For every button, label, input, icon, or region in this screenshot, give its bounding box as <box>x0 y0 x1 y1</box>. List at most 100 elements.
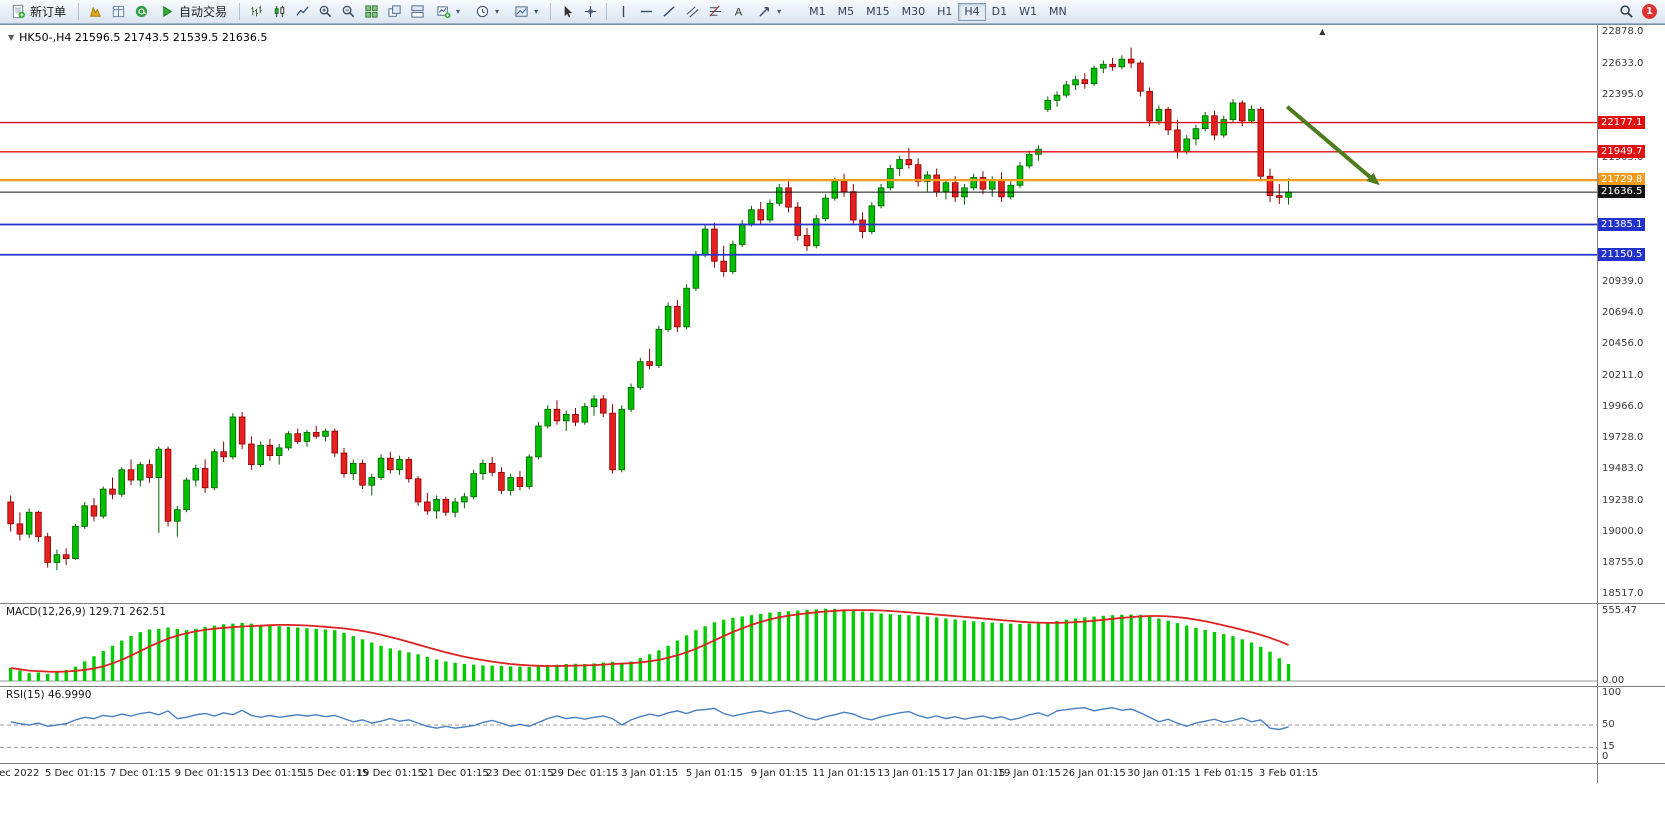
one-click-trading-caret[interactable]: ▼ <box>8 33 15 42</box>
macd-bar <box>268 625 272 681</box>
price-axis[interactable]: 22878.022633.022395.021905.020939.020694… <box>1597 25 1665 783</box>
profiles-button[interactable] <box>84 2 106 22</box>
new-chart-dropdown[interactable]: ▾ <box>429 2 467 22</box>
toolbar-separator <box>550 3 552 20</box>
timeframe-w1[interactable]: W1 <box>1013 3 1043 21</box>
candle <box>1146 90 1153 122</box>
macd-bar <box>388 648 393 681</box>
timeframe-group: M1 M5 M15 M30 H1 H4 D1 W1 MN <box>803 2 1073 21</box>
channel-tool[interactable] <box>681 2 703 22</box>
candle <box>377 457 385 478</box>
candle <box>479 462 487 475</box>
macd-bar <box>1166 620 1170 681</box>
candle <box>1053 94 1061 101</box>
candle <box>99 488 107 517</box>
zoom-in-icon <box>318 4 333 19</box>
timeframe-m15[interactable]: M15 <box>860 3 896 21</box>
arrange-windows-button[interactable] <box>406 2 428 22</box>
candle <box>1090 67 1098 84</box>
horizontal-line-tool[interactable] <box>635 2 657 22</box>
arrows-dropdown[interactable]: ▾ <box>750 2 788 22</box>
text-tool[interactable]: A <box>727 2 749 22</box>
chart-shift-marker[interactable]: ▲ <box>1319 27 1326 36</box>
candlestick-chart <box>0 47 1597 571</box>
candle <box>368 477 376 486</box>
trend-arrow[interactable] <box>1285 105 1375 182</box>
candle <box>692 254 700 289</box>
cursor-button[interactable] <box>556 2 578 22</box>
candlestick-chart-button[interactable] <box>268 2 290 22</box>
candle <box>1238 102 1246 122</box>
macd-bar <box>518 666 522 681</box>
bar-chart-button[interactable] <box>245 2 267 22</box>
timeframe-m30[interactable]: M30 <box>896 3 932 21</box>
macd-bar <box>675 640 680 681</box>
data-window-button[interactable] <box>107 2 129 22</box>
candle <box>192 468 200 481</box>
macd-bar <box>601 662 605 681</box>
candle <box>303 432 311 442</box>
zoom-in-button[interactable] <box>314 2 336 22</box>
candle <box>942 182 950 193</box>
macd-bar <box>1157 618 1161 681</box>
crosshair-button[interactable] <box>579 2 601 22</box>
timeframe-d1[interactable]: D1 <box>986 3 1013 21</box>
macd-histogram <box>8 608 1291 681</box>
candle <box>137 464 144 481</box>
macd-bar <box>249 623 254 681</box>
candle <box>1063 84 1070 96</box>
panel-divider[interactable] <box>0 686 1665 687</box>
time-axis[interactable]: 1 Dec 2022 5 Dec 01:157 Dec 01:159 Dec 01… <box>0 764 1597 784</box>
macd-bar <box>1286 664 1291 681</box>
candle <box>618 408 626 471</box>
notifications-badge[interactable]: 1 <box>1642 4 1657 19</box>
zoom-out-button[interactable] <box>337 2 359 22</box>
macd-bar <box>351 636 355 681</box>
macd-bar <box>453 662 457 681</box>
panel-divider[interactable] <box>0 603 1665 604</box>
timeframe-m5[interactable]: M5 <box>832 3 861 21</box>
timeframe-mn[interactable]: MN <box>1043 3 1073 21</box>
candle <box>738 223 746 245</box>
price-tag-resistance-1: 22177.1 <box>1598 115 1646 129</box>
community-button[interactable] <box>130 2 152 22</box>
candle <box>1100 63 1107 69</box>
macd-bar <box>712 622 717 681</box>
time-axis-label: 15 Dec 01:15 <box>301 768 369 779</box>
candle <box>711 228 718 262</box>
rsi-label: RSI(15) 46.9990 <box>6 689 92 701</box>
macd-bar <box>1175 623 1180 681</box>
line-chart-button[interactable] <box>291 2 313 22</box>
candle <box>424 501 431 512</box>
price-axis-label: 18755.0 <box>1602 557 1644 569</box>
candle <box>405 459 413 480</box>
macd-bar <box>184 630 189 681</box>
new-order-button[interactable]: 新订单 <box>4 2 73 22</box>
vertical-line-tool[interactable] <box>612 2 634 22</box>
fibonacci-tool[interactable] <box>704 2 726 22</box>
time-axis-label: 9 Dec 01:15 <box>174 768 236 779</box>
time-axis-label: 23 Dec 01:15 <box>486 768 554 779</box>
timeframe-h4[interactable]: H4 <box>958 2 986 21</box>
candle <box>757 209 764 221</box>
main-chart-panel[interactable]: ▼ HK50-,H4 21596.5 21743.5 21539.5 21636… <box>0 25 1597 603</box>
rsi-panel[interactable]: RSI(15) 46.9990 <box>0 687 1597 763</box>
macd-bar <box>638 658 643 681</box>
timeframe-h1[interactable]: H1 <box>931 3 958 21</box>
tile-windows-button[interactable] <box>360 2 382 22</box>
macd-panel[interactable]: MACD(12,26,9) 129.71 262.51 <box>0 604 1597 686</box>
timeframe-m1[interactable]: M1 <box>803 3 832 21</box>
candle <box>285 433 292 449</box>
cursor-icon <box>564 5 572 18</box>
chart-symbol-info: ▼ HK50-,H4 21596.5 21743.5 21539.5 21636… <box>8 31 267 44</box>
search-icon[interactable] <box>1619 4 1634 19</box>
trendline-tool[interactable] <box>658 2 680 22</box>
autotrading-button[interactable]: 自动交易 <box>153 2 234 22</box>
period-dropdown[interactable]: ▾ <box>468 2 506 22</box>
candle <box>7 501 14 525</box>
candle <box>544 408 551 427</box>
cascade-windows-button[interactable] <box>383 2 405 22</box>
trendline-icon <box>662 4 677 19</box>
candle <box>1118 58 1126 68</box>
template-dropdown[interactable]: ▾ <box>507 2 545 22</box>
